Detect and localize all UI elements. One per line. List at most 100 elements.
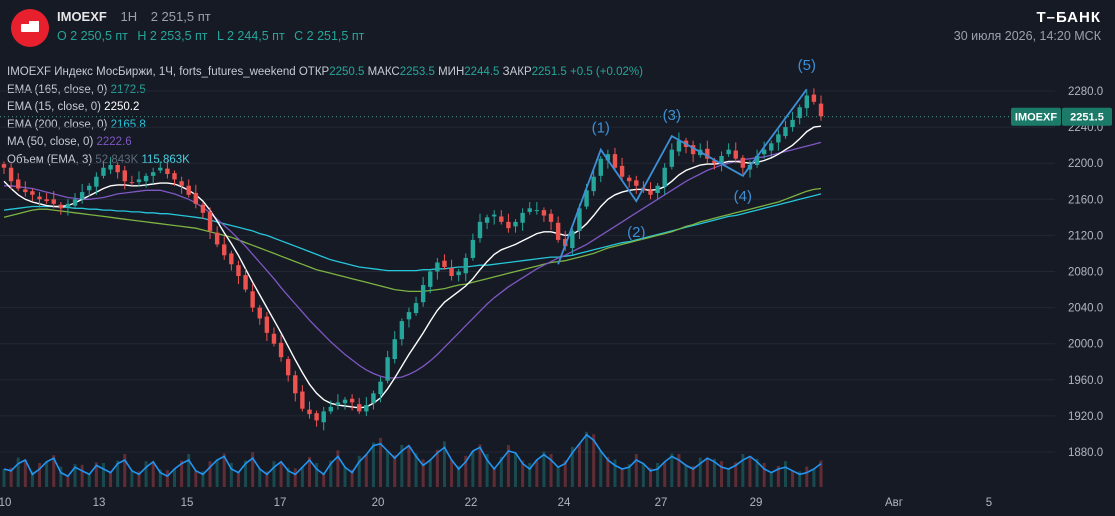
candle-body xyxy=(634,180,639,186)
time-tick-label: 29 xyxy=(750,497,763,509)
volume-bar xyxy=(293,468,297,487)
time-tick-label: 5 xyxy=(986,497,992,509)
legend-volume[interactable]: Объем (EMA, 3) 52.843K 115.863K xyxy=(7,152,643,170)
candle-body xyxy=(307,409,312,415)
candle-body xyxy=(534,210,540,212)
volume-bar xyxy=(393,455,397,487)
legend-ma50[interactable]: MA (50, close, 0) 2222.6 xyxy=(7,134,643,152)
time-axis[interactable]: 10 13 15 17 20 22 24 27 29 Авг 5 xyxy=(0,497,992,509)
candle-body xyxy=(293,375,298,394)
elliott-wave-line xyxy=(557,88,808,265)
volume-bar xyxy=(712,458,716,487)
volume-bar xyxy=(286,467,290,487)
ohlc-low: L 2 244,5 пт xyxy=(217,29,285,43)
volume-bar xyxy=(577,443,581,487)
price-tick-label: 2080.0 xyxy=(1068,267,1103,279)
candle-body xyxy=(58,204,64,209)
volume-bar xyxy=(450,460,454,487)
candle-body xyxy=(392,339,397,360)
volume-bar xyxy=(691,466,695,487)
candle-body xyxy=(690,145,696,155)
candle-body xyxy=(548,213,554,222)
candle-body xyxy=(406,312,412,320)
price-tick-label: 2200.0 xyxy=(1068,158,1103,170)
legend-ma50-label: MA (50, close, 0) xyxy=(7,136,94,148)
price-axis[interactable]: 2280.02240.02200.02160.02120.02080.02040… xyxy=(1011,86,1112,459)
legend-ema165[interactable]: EMA (165, close, 0) 2172.5 xyxy=(7,82,643,100)
volume-bar xyxy=(364,454,368,487)
volume-bar xyxy=(343,467,347,487)
candle-body xyxy=(23,189,28,193)
candle-body xyxy=(804,95,809,109)
volume-bar xyxy=(180,460,184,487)
time-tick-label: 27 xyxy=(655,497,668,509)
candle-body xyxy=(364,405,369,412)
time-tick-label: 24 xyxy=(558,497,571,509)
price-tick-label: 2280.0 xyxy=(1068,86,1103,98)
volume-pane xyxy=(2,431,823,487)
volume-bar xyxy=(236,472,240,487)
volume-bar xyxy=(23,460,27,487)
volume-bar xyxy=(663,461,667,487)
volume-bar xyxy=(322,474,326,487)
candle-body xyxy=(342,399,348,404)
price-tick-label: 1960.0 xyxy=(1068,375,1103,387)
candle-body xyxy=(371,393,376,404)
volume-bar xyxy=(379,437,383,487)
candle-body xyxy=(37,196,42,200)
candle-body xyxy=(754,155,760,166)
legend-high-value: 2253.5 xyxy=(399,66,435,78)
ticker-line: IMOEXF 1H 2 251,5 пт xyxy=(57,9,211,24)
candle-body xyxy=(236,265,241,277)
candle-body xyxy=(520,212,525,223)
legend-main[interactable]: IMOEXF Индекс МосБиржи, 1Ч, forts_future… xyxy=(7,64,643,82)
price-tick-label: 1920.0 xyxy=(1068,411,1103,423)
volume-bar xyxy=(407,445,411,487)
volume-bar xyxy=(563,460,567,487)
volume-bar xyxy=(734,462,738,487)
interval-label[interactable]: 1H xyxy=(120,9,138,24)
volume-bar xyxy=(677,454,681,487)
candle-body xyxy=(328,406,333,412)
candle-body xyxy=(214,232,220,245)
candle-body xyxy=(676,140,682,152)
legend-ema15[interactable]: EMA (15, close, 0) 2250.2 xyxy=(7,99,643,117)
candle-body xyxy=(605,154,611,161)
volume-bar xyxy=(229,463,233,487)
ticker-symbol[interactable]: IMOEXF xyxy=(57,9,107,24)
candle-body xyxy=(761,149,767,155)
volume-bar xyxy=(755,458,759,487)
volume-bar xyxy=(130,470,134,487)
volume-bar xyxy=(435,449,439,487)
candle-body xyxy=(790,119,795,128)
volume-bar xyxy=(741,454,745,487)
candle-body xyxy=(321,411,326,423)
ticker-price-tag-label: IMOEXF xyxy=(1015,112,1057,124)
volume-bar xyxy=(59,466,63,487)
candle-body xyxy=(442,260,447,267)
candle-body xyxy=(243,275,248,290)
ema200-line xyxy=(3,193,822,272)
volume-bar xyxy=(585,431,589,487)
candle-body xyxy=(499,216,504,222)
ma50-line xyxy=(4,141,822,379)
candle-body xyxy=(129,182,135,184)
volume-bar xyxy=(748,456,752,487)
volume-bar xyxy=(670,453,674,487)
wave-label: (1) xyxy=(592,120,610,137)
candle-body xyxy=(492,214,497,217)
time-tick-label: 15 xyxy=(181,497,194,509)
price-tick-label: 2040.0 xyxy=(1068,303,1103,315)
volume-bar xyxy=(485,454,489,487)
volume-bar xyxy=(570,446,574,487)
volume-bar xyxy=(222,453,226,487)
candle-body xyxy=(357,404,362,412)
candles xyxy=(1,88,824,431)
volume-bar xyxy=(144,461,148,487)
chart-header: IMOEXF 1H 2 251,5 пт O 2 250,5 пт H 2 25… xyxy=(0,0,1115,58)
candle-body xyxy=(335,402,341,406)
legend-low-label: МИН xyxy=(438,66,465,78)
candle-body xyxy=(264,316,270,333)
candle-body xyxy=(612,154,618,168)
